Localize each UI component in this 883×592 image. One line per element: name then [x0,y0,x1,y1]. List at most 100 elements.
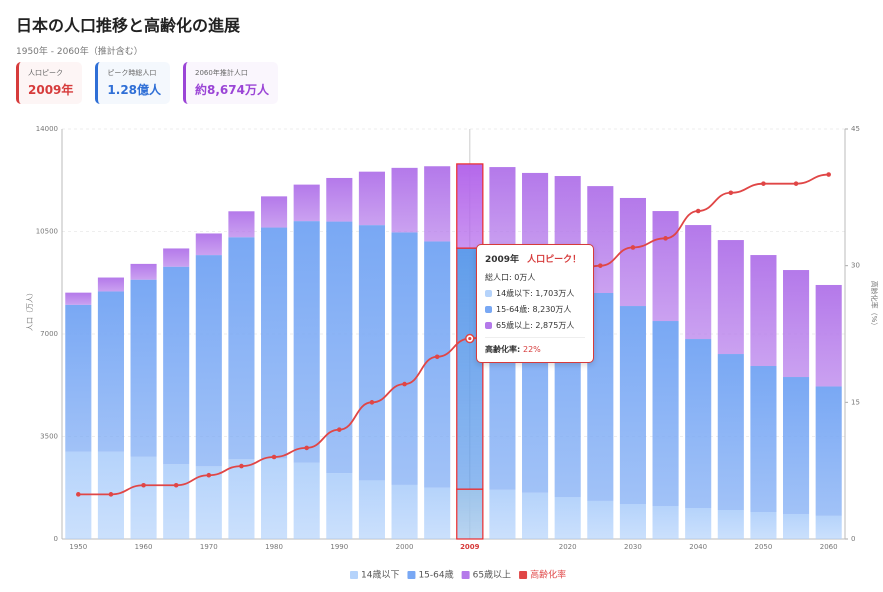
legend-swatch [407,571,416,579]
bar-segment [391,484,418,539]
bar-segment [489,167,516,253]
tooltip-text: 15-64歳: 8,230万人 [496,305,572,314]
tooltip-title: 2009年 人口ピーク！ [485,252,585,265]
bar-segment [489,489,516,539]
bar-segment [293,221,320,463]
rate-value: 22% [522,345,541,354]
tooltip-text: 14歳以下: 1,703万人 [496,289,575,298]
bar-segment [195,466,222,539]
bar-segment [130,279,157,457]
rate-point [337,427,342,432]
subtitle: 1950年 - 2060年（推計含む） [16,47,143,57]
bar-segment [195,255,222,467]
bar-segment [293,184,320,222]
tooltip-line: 総人口: 0万人 [485,272,585,283]
y2-tick-label: 45 [851,125,860,133]
bar-segment [195,233,222,256]
bar-segment [717,510,744,539]
x-tick-label: 1950 [69,543,87,551]
bar-segment [783,270,810,378]
y-tick-label: 3500 [40,433,58,441]
bar-segment [358,480,385,539]
tooltip-line: 65歳以上: 2,875万人 [485,320,585,331]
rate-point [761,181,766,186]
tooltip-rate: 高齢化率: 22% [485,344,585,355]
stat-card: 人口ピーク 2009年 [16,62,83,104]
rate-point [141,482,146,488]
card-value: 約8,674万人 [195,83,269,97]
rate-point [239,463,244,469]
bar-segment [97,291,124,452]
legend-label: 14歳以下 [361,569,399,581]
rate-point [630,245,636,250]
bar-segment [554,497,581,539]
bar-segment [522,492,549,539]
y-tick-label: 7000 [40,330,58,338]
bar-segment [65,292,92,305]
x-tick-label: 2060 [820,543,838,551]
bar-segment [326,177,353,222]
bar-segment [815,284,842,387]
x-tick-label: 2020 [559,543,577,551]
x-tick-label: 1990 [330,543,348,551]
legend-label: 15-64歳 [418,569,453,581]
title: 日本の人口推移と高齢化の進展 [16,16,241,35]
tooltip-badge: 人口ピーク！ [527,255,582,265]
rate-point-core [468,336,472,341]
bar-segment [456,163,484,249]
bar-segment [685,339,712,509]
bar-segment [652,505,679,539]
rate-point [793,181,799,186]
bar-segment [619,197,646,307]
rate-point [108,492,114,497]
bar-segment [717,240,744,355]
bar-segment [783,377,810,514]
bar-segment [783,513,810,539]
bar-segment [587,500,614,539]
bar-segment [163,266,190,465]
bar-segment [717,354,744,511]
bar-segment [261,196,288,228]
tooltip-text: 65歳以上: 2,875万人 [496,321,575,330]
y2-tick-label: 15 [851,398,860,406]
card-label: ピーク時総人口 [107,69,157,77]
bar-segment [652,211,679,322]
card-value: 2009年 [28,83,74,97]
rate-label: 高齢化率: [485,345,523,354]
bar-segment [65,304,92,452]
swatch [485,290,492,297]
x-tick-label: 2030 [624,543,642,551]
legend-swatch [461,571,470,579]
rate-point [663,236,668,241]
rate-point [402,381,407,387]
cards: 人口ピーク 2009年 ピーク時総人口 1.28億人 2060年推計人口約8,674万人 [16,62,278,104]
bar-segment [815,386,842,516]
legend-swatch [350,571,358,579]
legend-label: 65歳以上 [473,569,511,581]
rate-point [76,492,81,497]
bar-segment [228,459,255,539]
tooltip: 2009年 人口ピーク！ 総人口: 0万人 14歳以下: 1,703万人 15-64歳… [476,244,594,363]
bar-segment [261,458,288,539]
rate-point [304,445,309,451]
bar-segment [261,227,288,459]
stat-card: 2060年推計人口約8,674万人 [183,62,278,104]
tooltip-lines: 総人口: 0万人 14歳以下: 1,703万人 15-64歳: 8,230万人 65歳… [485,272,585,331]
bar-segment [391,167,418,233]
rate-point [206,472,212,478]
stat-card: ピーク時総人口 1.28億人 [95,62,171,104]
rate-point [271,454,277,460]
x-tick-label: 2040 [689,543,707,551]
legend-label: 高齢化率 [530,569,566,581]
bar-segment [424,166,451,242]
card-label: 2060年推計人口 [195,69,248,77]
bar-segment [228,211,255,238]
bar-segment [228,237,255,460]
rate-point [598,263,603,268]
swatch [485,322,492,329]
tooltip-year: 2009年 [485,255,520,265]
rate-point [369,400,375,405]
bar-segment [685,225,712,340]
bar-segment [293,462,320,539]
